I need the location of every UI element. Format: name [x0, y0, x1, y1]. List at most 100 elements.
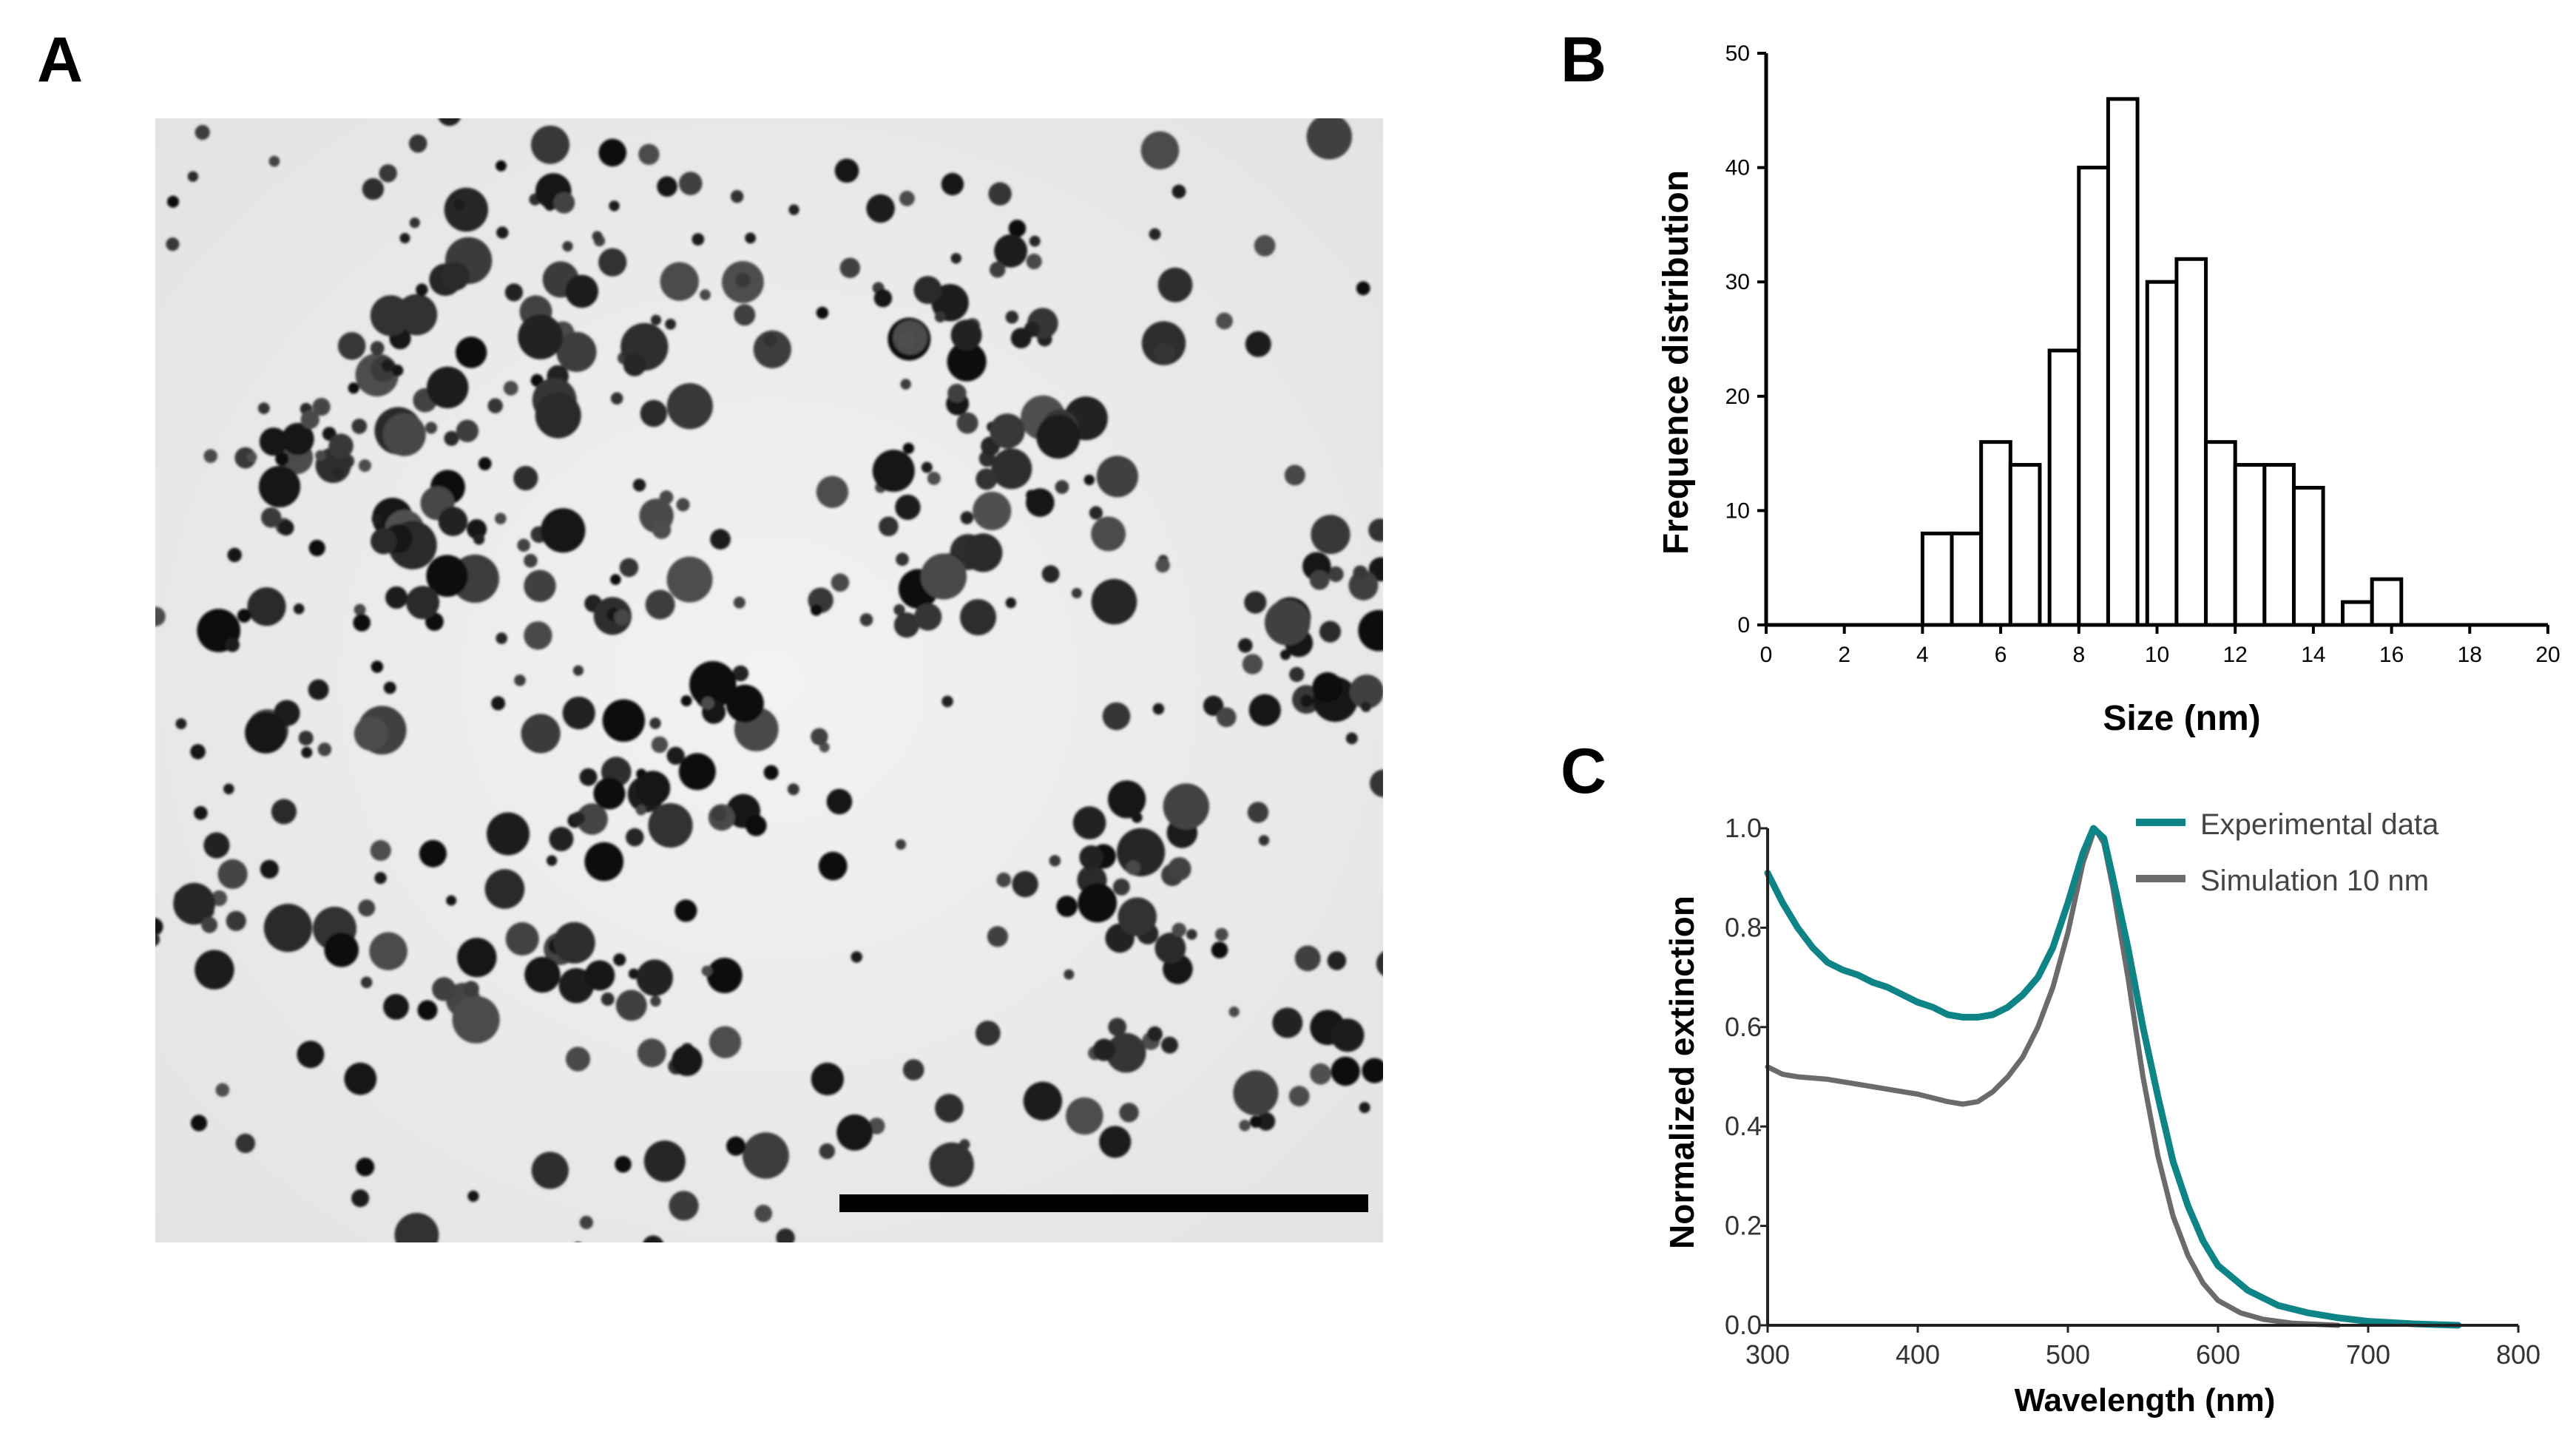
- nanoparticle: [610, 392, 623, 405]
- spectrum-y-tick-label: 0.6: [1725, 1012, 1762, 1042]
- histogram-bars: [1920, 97, 2404, 627]
- nanoparticle: [666, 556, 713, 603]
- spectrum-lines: [1764, 825, 2462, 1329]
- nanoparticle: [425, 422, 438, 434]
- nanoparticle: [371, 660, 384, 673]
- nanoparticle: [666, 383, 713, 430]
- nanoparticle: [732, 665, 749, 682]
- spectrum-ticks: 300 400 500 600 700 800 0.0 0.2 0.4 0.6 0.8 1.0: [1725, 813, 2540, 1370]
- nanoparticle: [1345, 732, 1358, 745]
- nanoparticle: [155, 606, 166, 626]
- nanoparticle: [374, 872, 387, 885]
- nanoparticle: [399, 233, 410, 243]
- histogram-bar: [1979, 440, 2012, 627]
- nanoparticle: [895, 494, 921, 521]
- nanoparticle: [826, 788, 853, 815]
- nanoparticle: [636, 959, 673, 996]
- nanoparticle: [947, 342, 987, 382]
- nanoparticle: [652, 520, 672, 539]
- nanoparticle: [895, 839, 907, 850]
- nanoparticle: [1078, 883, 1118, 923]
- histogram-x-tick-label: 2: [1838, 643, 1850, 667]
- nanoparticle: [615, 1156, 632, 1173]
- nanoparticle: [730, 190, 744, 203]
- nanoparticle: [1376, 951, 1383, 976]
- nanoparticle: [1140, 131, 1180, 170]
- histogram-x-tick-label: 8: [2072, 643, 2085, 667]
- nanoparticle: [1064, 969, 1075, 980]
- nanoparticle: [541, 508, 586, 553]
- nanoparticle: [1328, 566, 1344, 583]
- nanoparticle: [990, 413, 1025, 449]
- nanoparticle: [1356, 281, 1370, 296]
- nanoparticle: [899, 190, 915, 206]
- nanoparticle: [1026, 253, 1042, 270]
- histogram-bar: [2077, 166, 2110, 627]
- nanoparticle: [257, 402, 270, 414]
- nanoparticle: [1311, 515, 1350, 555]
- nanoparticle: [455, 336, 487, 368]
- nanoparticle: [175, 718, 187, 729]
- nanoparticle: [1041, 565, 1060, 583]
- nanoparticle: [649, 717, 661, 729]
- nanoparticle: [1257, 1112, 1276, 1131]
- nanoparticle: [927, 471, 941, 485]
- nanoparticle: [1172, 922, 1186, 938]
- nanoparticle: [989, 261, 1006, 278]
- nanoparticle: [851, 951, 862, 963]
- histogram-bar: [2047, 348, 2081, 627]
- nanoparticle: [1327, 951, 1347, 970]
- nanoparticle: [1264, 599, 1311, 646]
- nanoparticle: [753, 330, 791, 368]
- nanoparticle: [467, 1190, 479, 1203]
- nanoparticle: [678, 172, 703, 195]
- nanoparticle: [308, 539, 325, 557]
- nanoparticle: [261, 507, 282, 528]
- nanoparticle: [1149, 228, 1161, 240]
- nanoparticle: [1010, 328, 1032, 349]
- nanoparticle: [226, 910, 246, 931]
- nanoparticle: [1005, 311, 1019, 324]
- histogram-y-tick-label: 20: [1725, 385, 1750, 409]
- nanoparticle: [1132, 812, 1143, 823]
- nanoparticle: [514, 674, 526, 686]
- nanoparticle: [1244, 591, 1267, 614]
- nanoparticle: [444, 187, 488, 232]
- nanoparticle: [902, 442, 914, 454]
- nanoparticle: [754, 1205, 772, 1222]
- nanoparticle: [811, 728, 828, 745]
- nanoparticle: [452, 995, 500, 1044]
- nanoparticle: [1216, 707, 1237, 728]
- nanoparticle: [1349, 674, 1383, 709]
- nanoparticle: [556, 331, 597, 372]
- nanoparticle: [391, 365, 404, 376]
- nanoparticle: [317, 743, 332, 757]
- nanoparticle: [710, 529, 731, 550]
- nanoparticle: [356, 1157, 375, 1177]
- nanoparticle: [369, 932, 408, 970]
- nanoparticle: [1091, 578, 1137, 625]
- nanoparticle: [615, 990, 647, 1021]
- histogram-bar: [2145, 280, 2179, 627]
- nanoparticle: [531, 1151, 569, 1189]
- nanoparticle: [268, 155, 280, 167]
- nanoparticle: [947, 383, 967, 403]
- nanoparticle: [155, 933, 160, 947]
- nanoparticle: [473, 533, 485, 545]
- legend-label-simulation: Simulation 10 nm: [2200, 865, 2429, 897]
- nanoparticle: [223, 783, 234, 795]
- spectrum-y-tick-label: 1.0: [1725, 813, 1762, 843]
- nanoparticle: [217, 859, 248, 889]
- nanoparticle: [1102, 702, 1131, 731]
- nanoparticle: [601, 992, 615, 1006]
- nanoparticle: [735, 272, 751, 288]
- nanoparticle: [1368, 518, 1383, 542]
- nanoparticle: [676, 498, 690, 512]
- nanoparticle: [632, 478, 646, 492]
- nanoparticle: [914, 603, 942, 631]
- histogram-bar: [2233, 463, 2267, 627]
- tem-background: [155, 118, 1383, 1242]
- nanoparticle: [956, 412, 978, 434]
- histogram-axes: [1764, 53, 2548, 627]
- nanoparticle: [535, 392, 581, 439]
